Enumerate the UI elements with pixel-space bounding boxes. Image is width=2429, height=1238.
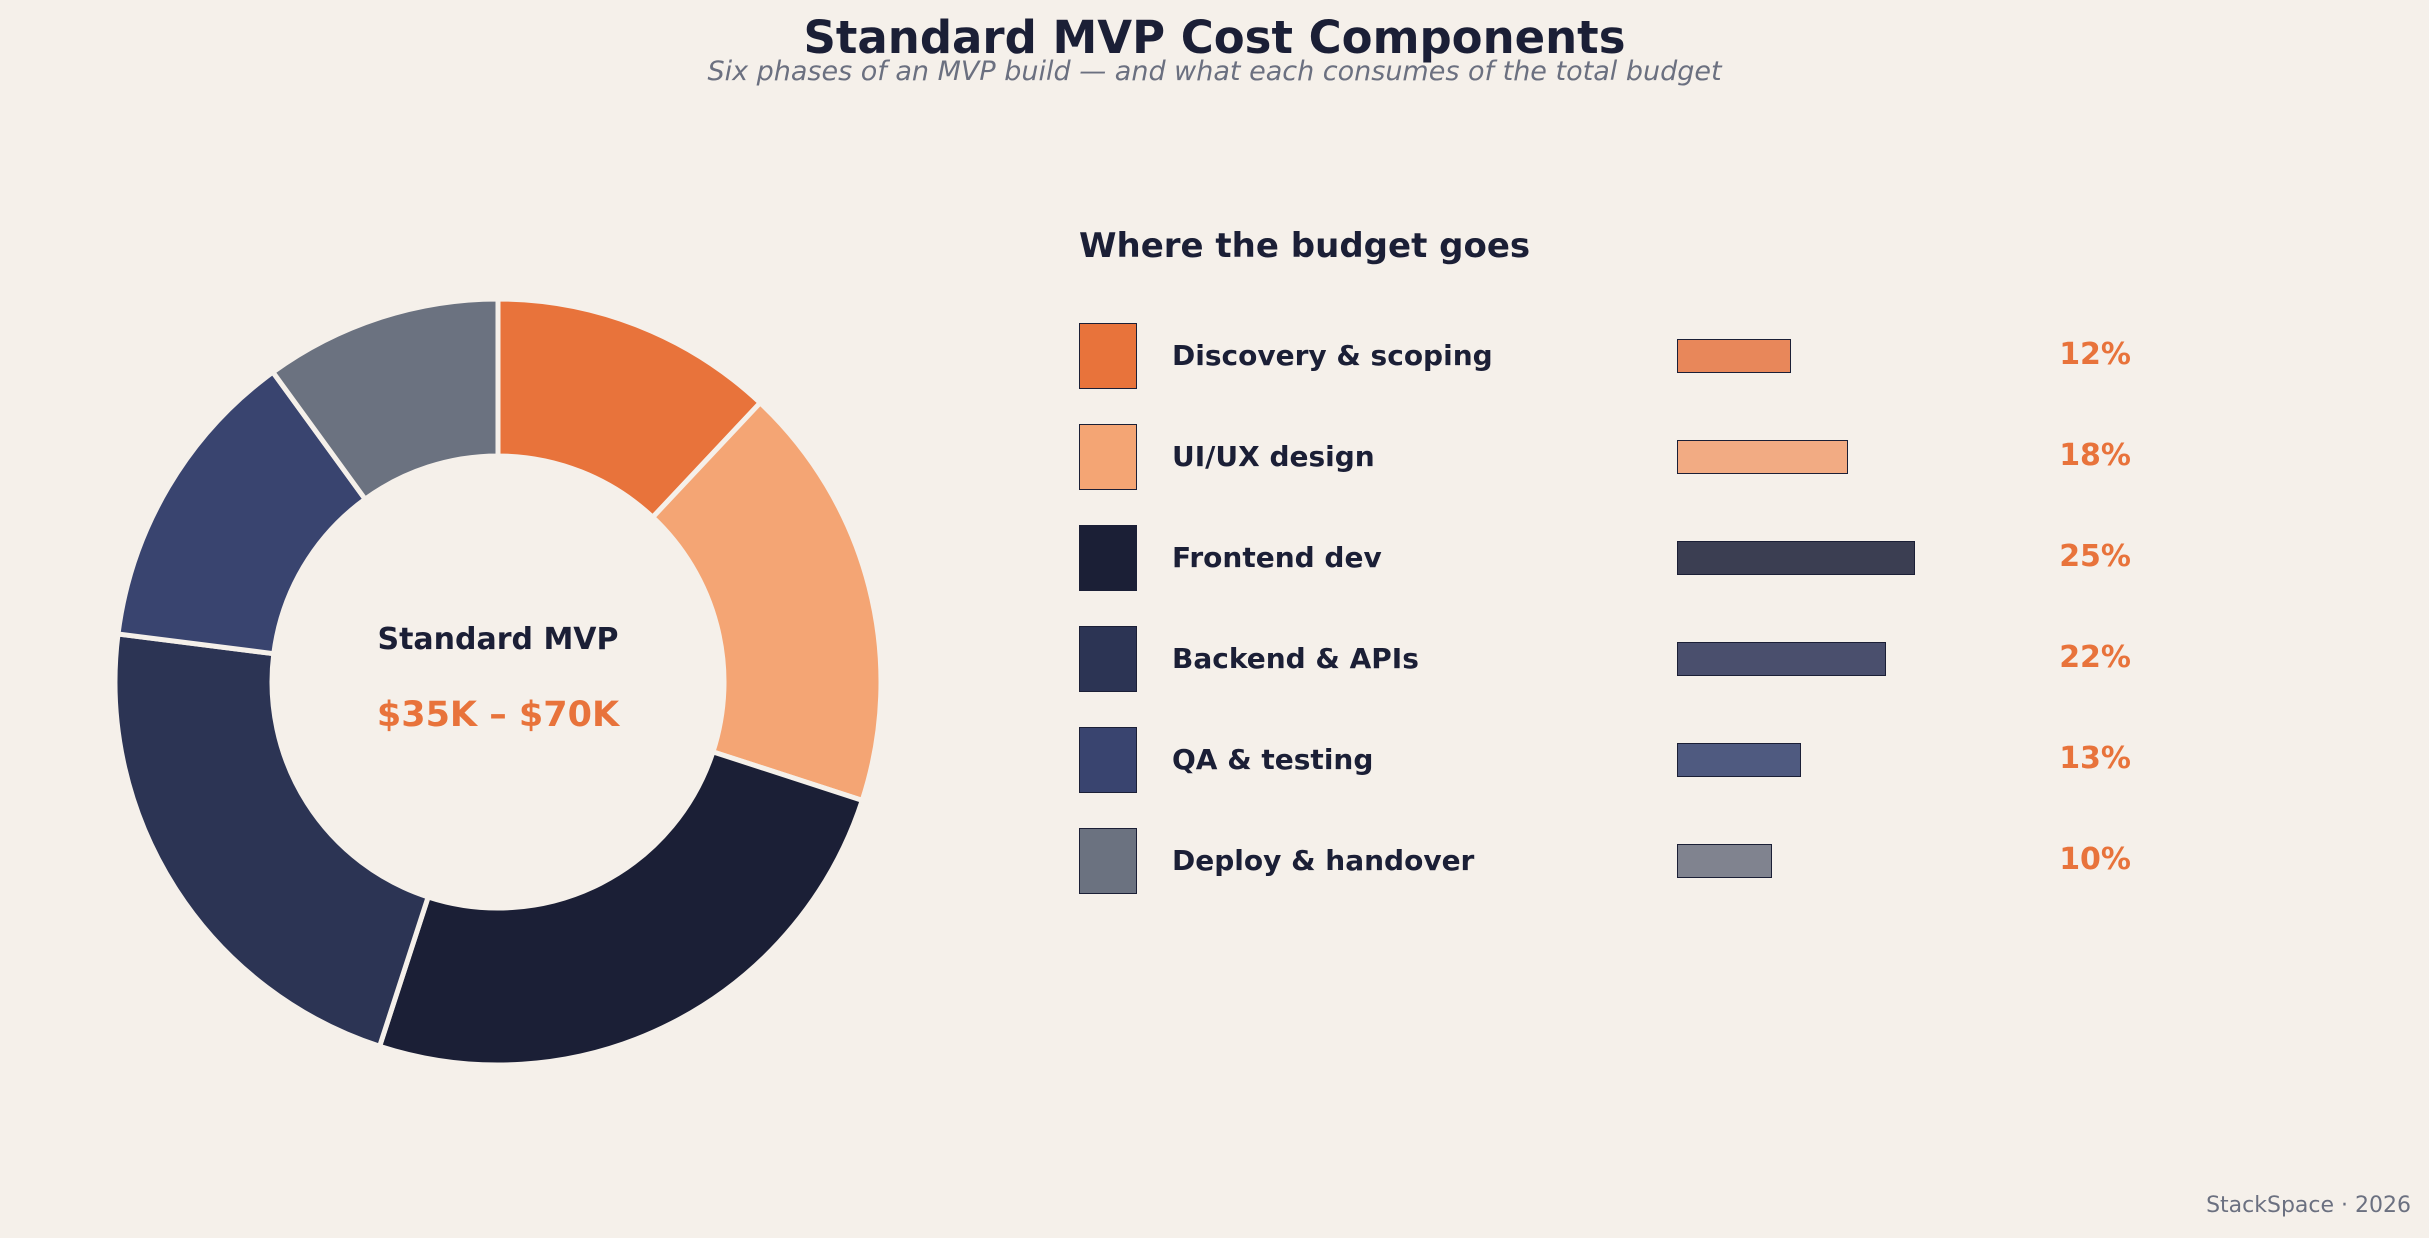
legend-bar-track <box>1677 339 2037 375</box>
legend-label: Frontend dev <box>1172 541 1382 574</box>
legend-percent: 13% <box>2059 741 2131 776</box>
donut-chart <box>112 296 884 1068</box>
legend-label: Backend & APIs <box>1172 642 1419 675</box>
donut-slice-ui-ux-design <box>650 400 884 803</box>
legend-label: QA & testing <box>1172 743 1374 776</box>
donut-slice-frontend-dev <box>377 749 865 1068</box>
legend-percent: 25% <box>2059 539 2131 574</box>
legend-row-ui-ux-design: UI/UX design 18% <box>1079 424 2139 492</box>
legend-row-frontend-dev: Frontend dev 25% <box>1079 525 2139 593</box>
legend-row-backend-apis: Backend & APIs 22% <box>1079 626 2139 694</box>
donut-slice-qa-testing <box>115 369 368 657</box>
legend-bar-track <box>1677 440 2037 476</box>
legend-percent: 18% <box>2059 438 2131 473</box>
legend-row-qa-testing: QA & testing 13% <box>1079 727 2139 795</box>
donut-slice-backend-apis <box>112 631 431 1049</box>
legend-label: Deploy & handover <box>1172 844 1475 877</box>
legend-bar <box>1677 642 1887 676</box>
legend-bar-track <box>1677 844 2037 880</box>
legend-row-deploy-handover: Deploy & handover 10% <box>1079 828 2139 896</box>
legend-swatch <box>1079 626 1137 692</box>
legend-bar-track <box>1677 743 2037 779</box>
legend-label: Discovery & scoping <box>1172 339 1493 372</box>
chart-title: Standard MVP Cost Components <box>803 11 1626 64</box>
legend-swatch <box>1079 525 1137 591</box>
legend-swatch <box>1079 727 1137 793</box>
donut-slice-deploy-handover <box>270 296 501 502</box>
footer-credit: StackSpace · 2026 <box>2206 1193 2411 1218</box>
donut-center-title: Standard MVP <box>377 622 619 657</box>
legend-percent: 10% <box>2059 842 2131 877</box>
legend-row-discovery-scoping: Discovery & scoping 12% <box>1079 323 2139 391</box>
legend-bar-track <box>1677 642 2037 678</box>
legend-bar <box>1677 339 1792 373</box>
legend-label: UI/UX design <box>1172 440 1375 473</box>
legend-swatch <box>1079 828 1137 894</box>
legend-swatch <box>1079 323 1137 389</box>
legend-percent: 12% <box>2059 337 2131 372</box>
legend-bar <box>1677 440 1849 474</box>
legend-swatch <box>1079 424 1137 490</box>
donut-center-value: $35K – $70K <box>376 695 620 735</box>
legend-bar-track <box>1677 541 2037 577</box>
chart-subtitle: Six phases of an MVP build — and what ea… <box>707 56 1722 87</box>
legend-bar <box>1677 743 1801 777</box>
legend-heading: Where the budget goes <box>1079 226 1531 266</box>
legend-bar <box>1677 541 1915 575</box>
legend-percent: 22% <box>2059 640 2131 675</box>
legend-bar <box>1677 844 1773 878</box>
